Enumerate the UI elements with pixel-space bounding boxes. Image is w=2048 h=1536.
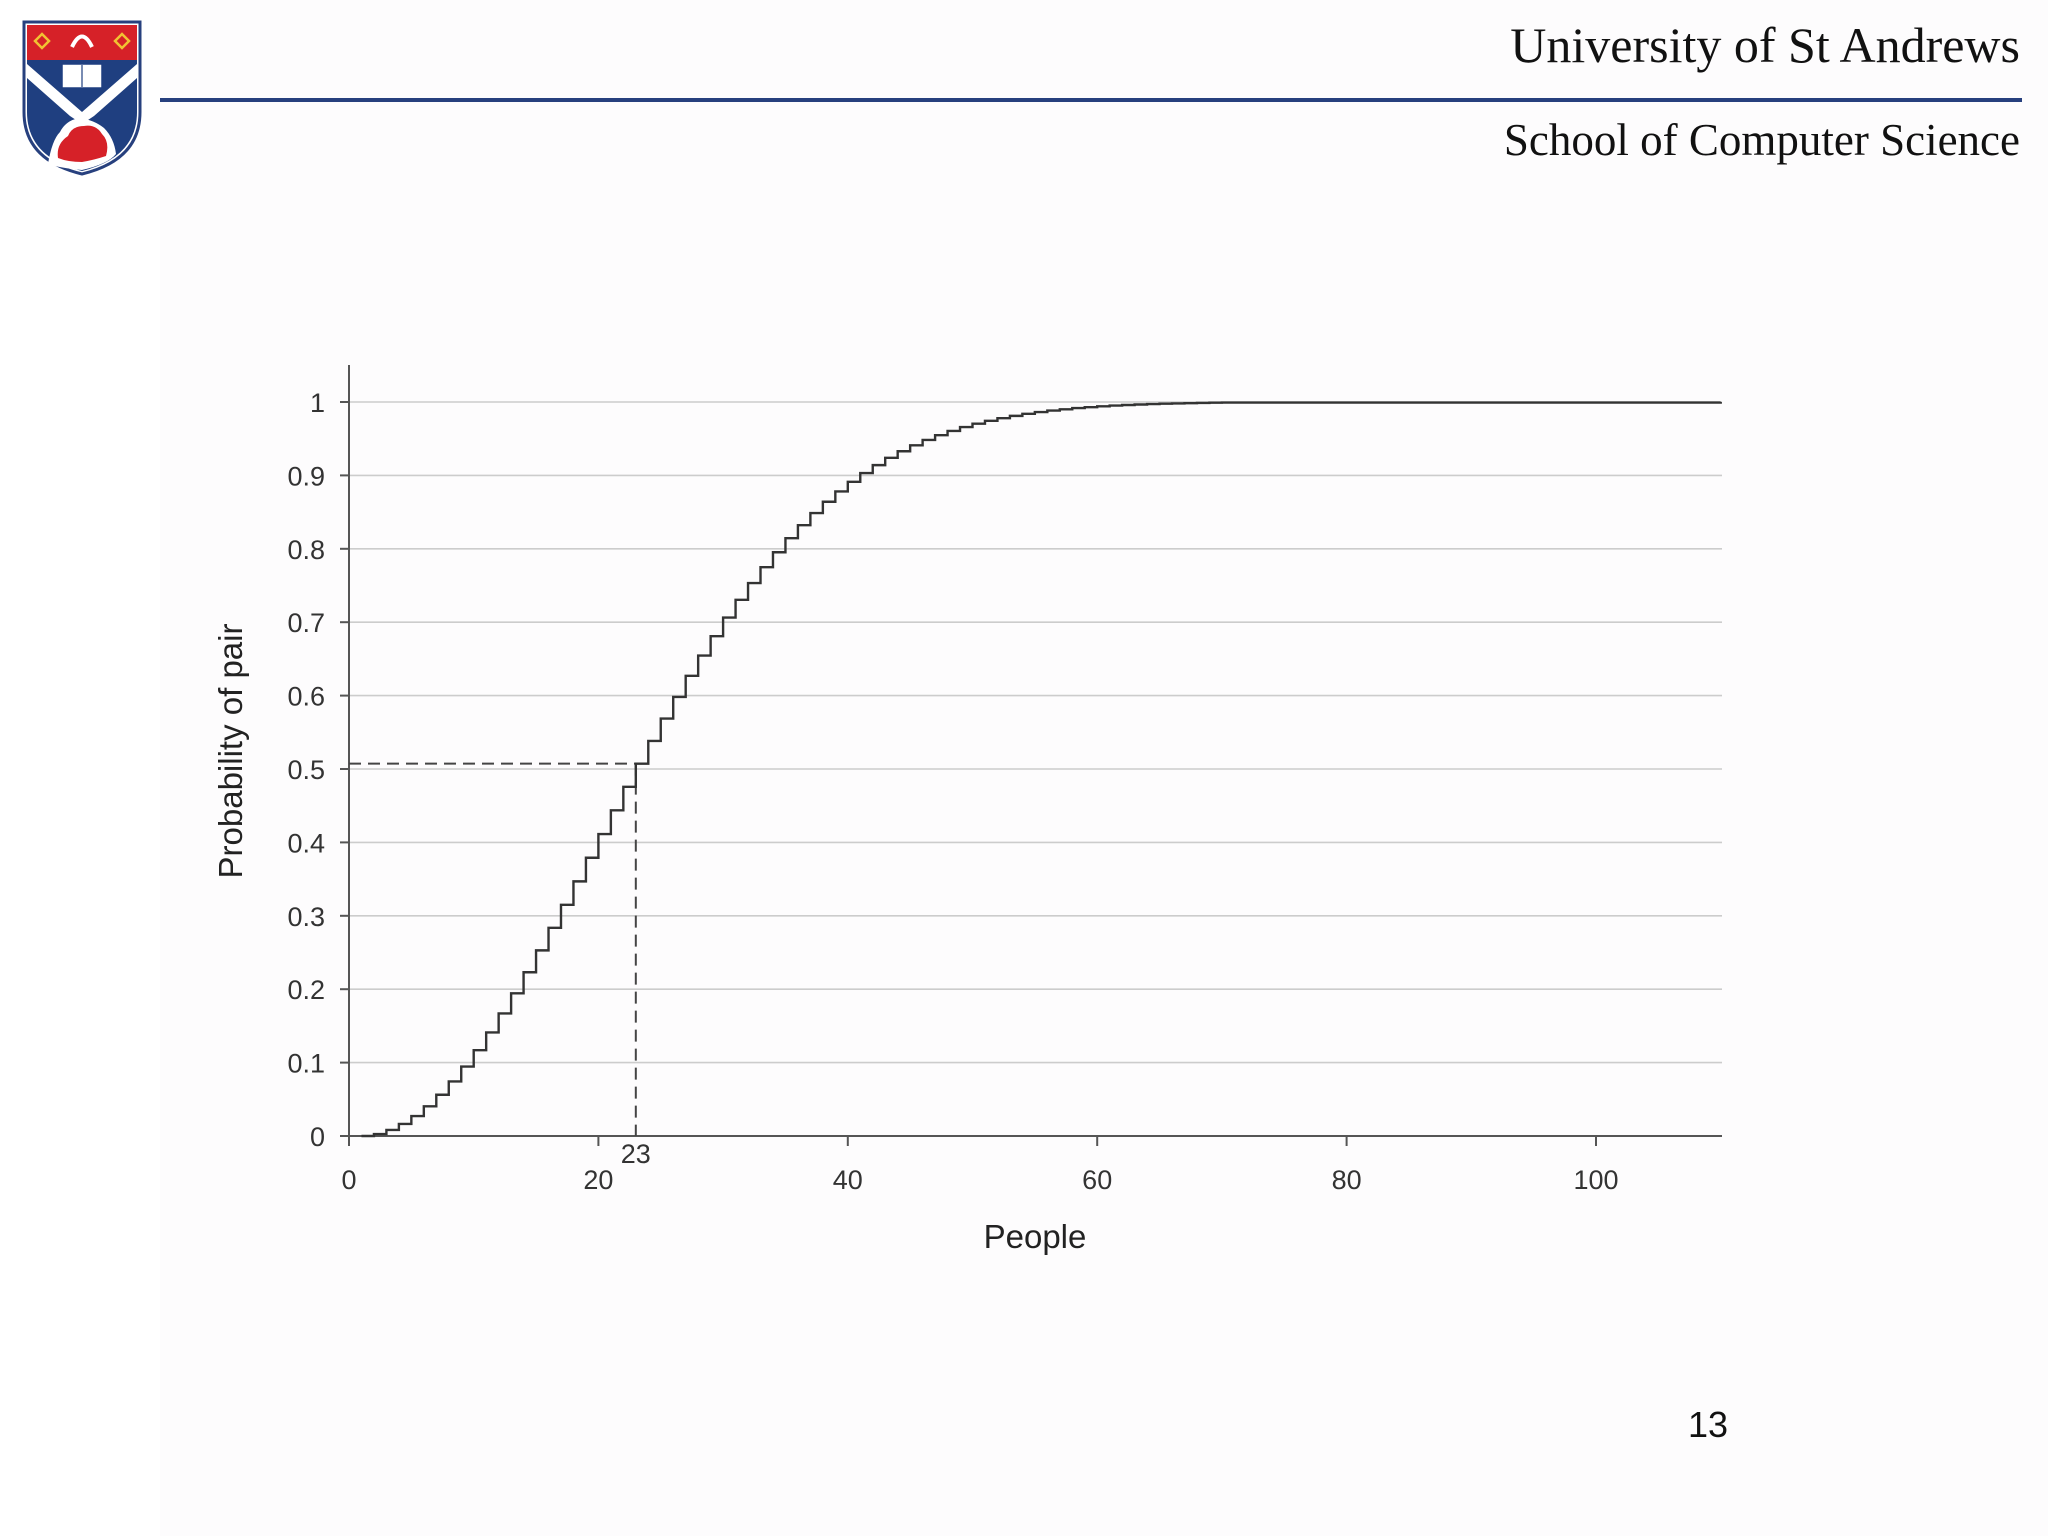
y-tick-label: 0.1 [287, 1049, 325, 1079]
y-tick-label: 0.7 [287, 608, 325, 638]
header-rule [160, 98, 2022, 102]
y-tick-label: 0.6 [287, 682, 325, 712]
x-tick-marks: 0 20 40 60 80 100 [341, 1136, 1619, 1195]
university-crest-logo [22, 20, 142, 176]
x-tick-label: 80 [1332, 1165, 1362, 1195]
y-tick-label: 0.4 [287, 828, 325, 858]
page-number: 13 [1688, 1404, 1729, 1445]
x-axis-title: People [984, 1218, 1087, 1255]
x-tick-label: 20 [583, 1165, 613, 1195]
university-title: University of St Andrews [1510, 17, 2020, 73]
y-tick-label: 0.8 [287, 535, 325, 565]
y-gridlines [349, 401, 1722, 1064]
y-tick-label: 0.2 [287, 975, 325, 1005]
y-tick-marks: 0 0.1 0.2 0.3 0.4 0.5 0.6 0.7 0.8 0.9 1 [287, 388, 349, 1152]
y-tick-label: 0.5 [287, 755, 325, 785]
x-tick-label: 0 [341, 1165, 356, 1195]
x-tick-label: 100 [1573, 1165, 1618, 1195]
annotation-label-23: 23 [621, 1139, 651, 1169]
y-tick-label: 0.3 [287, 902, 325, 932]
school-title: School of Computer Science [1503, 115, 2020, 165]
x-tick-label: 40 [833, 1165, 863, 1195]
x-tick-label: 60 [1082, 1165, 1112, 1195]
probability-step-curve [361, 401, 1722, 1138]
y-tick-label: 0 [310, 1122, 325, 1152]
y-axis-title: Probability of pair [212, 624, 249, 879]
y-tick-label: 0.9 [287, 461, 325, 491]
y-tick-label: 1 [310, 388, 325, 418]
left-margin-strip [0, 0, 160, 1536]
